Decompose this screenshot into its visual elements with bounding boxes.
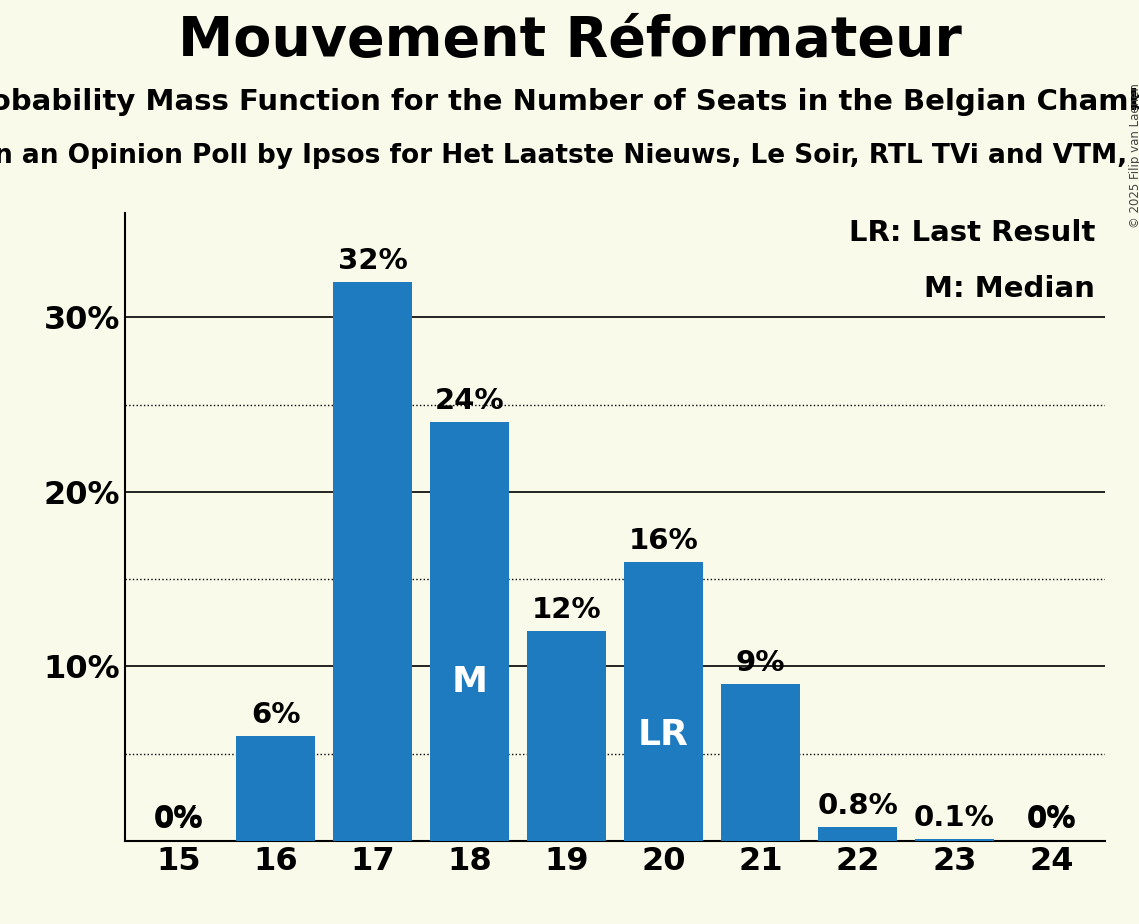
Text: Probability Mass Function for the Number of Seats in the Belgian Chamber: Probability Mass Function for the Number… [0, 88, 1139, 116]
Text: 24%: 24% [435, 387, 505, 415]
Text: 0%: 0% [154, 804, 204, 833]
Text: 32%: 32% [338, 248, 408, 275]
Text: LR: Last Result: LR: Last Result [849, 219, 1095, 247]
Bar [624, 562, 703, 841]
Bar [429, 422, 509, 841]
Text: M: M [451, 664, 487, 699]
Text: 9%: 9% [736, 649, 785, 676]
Text: Mouvement Réformateur: Mouvement Réformateur [178, 14, 961, 67]
Text: M: Median: M: Median [924, 275, 1095, 303]
Text: LR: LR [638, 718, 689, 752]
Text: © 2025 Filip van Laenen: © 2025 Filip van Laenen [1129, 83, 1139, 228]
Bar [818, 827, 898, 841]
Bar [915, 839, 994, 841]
Bar [333, 283, 412, 841]
Text: 6%: 6% [251, 701, 301, 729]
Bar [236, 736, 316, 841]
Text: 0%: 0% [1026, 804, 1076, 833]
Text: 0.8%: 0.8% [817, 792, 898, 820]
Text: n an Opinion Poll by Ipsos for Het Laatste Nieuws, Le Soir, RTL TVi and VTM, 18–: n an Opinion Poll by Ipsos for Het Laats… [0, 143, 1139, 169]
Text: 0.1%: 0.1% [915, 804, 995, 833]
Bar [721, 684, 801, 841]
Text: 0%: 0% [154, 806, 204, 833]
Text: 12%: 12% [532, 596, 601, 625]
Text: 0%: 0% [1026, 806, 1076, 833]
Bar [527, 631, 606, 841]
Text: 16%: 16% [629, 527, 698, 554]
